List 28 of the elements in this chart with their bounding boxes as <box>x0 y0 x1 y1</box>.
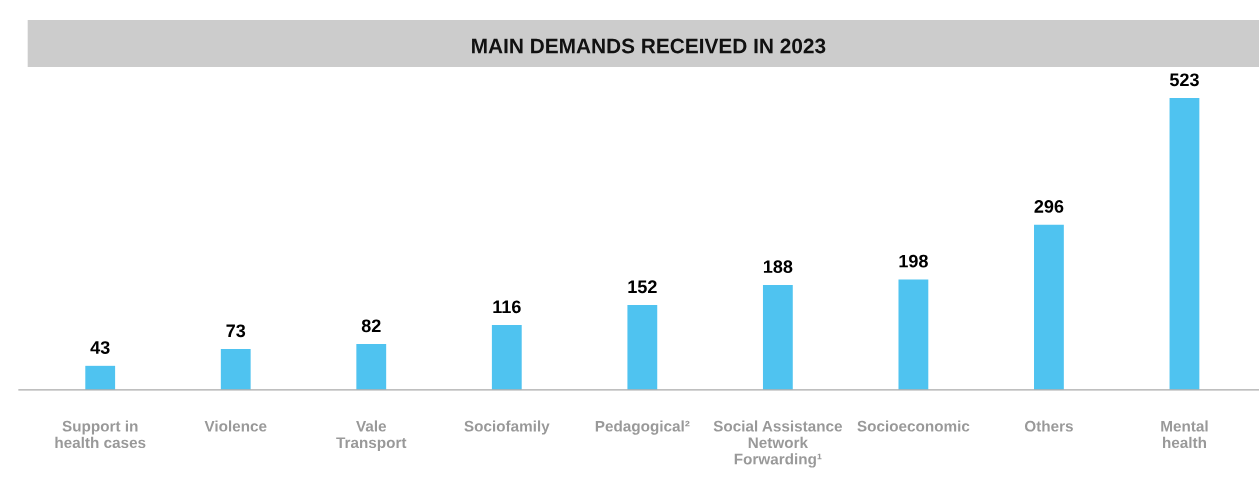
x-tick-label: Socioeconomic <box>857 420 970 432</box>
x-tick-label: Social Assistance Network Forwarding¹ <box>713 420 843 468</box>
bar <box>220 349 251 390</box>
data-label: 73 <box>226 324 246 338</box>
x-tick-label: Sociofamily <box>464 420 550 435</box>
bar <box>762 284 793 390</box>
bar <box>1169 98 1200 390</box>
bar <box>356 344 387 390</box>
bar <box>1034 224 1064 390</box>
x-tick-label: Violence <box>204 420 267 432</box>
x-tick-label: Vale Transport <box>336 420 407 452</box>
bar <box>491 325 522 390</box>
bar <box>898 279 929 390</box>
x-tick-label: Support in health cases <box>55 420 146 449</box>
bar <box>627 305 658 390</box>
data-label: 116 <box>493 300 521 314</box>
x-tick-label: Others <box>1024 420 1073 432</box>
bar <box>85 365 116 390</box>
x-tick-label: Pedagogical² <box>595 420 690 435</box>
chart-title: MAIN DEMANDS RECEIVED IN 2023 <box>472 38 826 54</box>
data-label: 198 <box>899 254 928 268</box>
x-tick-label: Mental health <box>1161 420 1208 449</box>
data-label: 82 <box>361 319 381 333</box>
data-label: 152 <box>628 280 657 294</box>
data-label: 523 <box>1169 73 1199 87</box>
data-label: 43 <box>90 341 110 354</box>
data-label: 296 <box>1034 200 1064 213</box>
data-label: 188 <box>763 260 793 274</box>
